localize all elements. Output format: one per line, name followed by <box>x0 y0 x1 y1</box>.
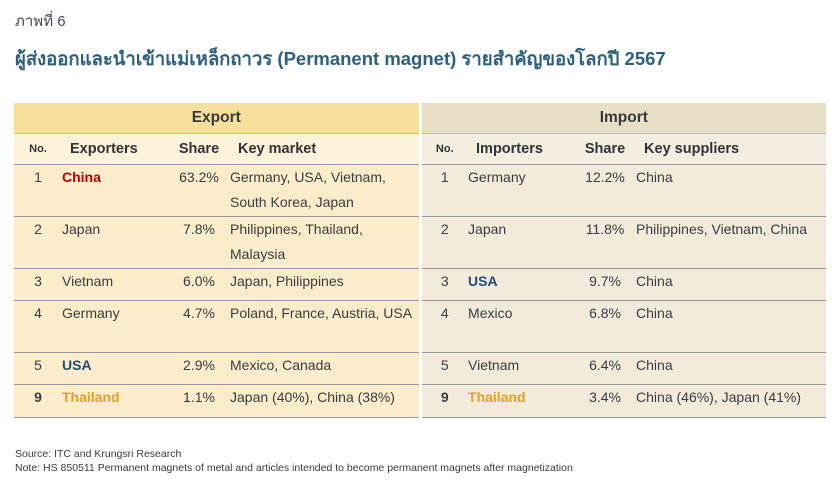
country-cell: Thailand <box>468 384 575 418</box>
key-supplier-cell: Philippines, Vietnam, China <box>636 216 827 269</box>
export-col-header-share: Share <box>168 133 230 165</box>
share-cell: 4.7% <box>168 300 230 353</box>
key-market-cell: Poland, France, Austria, USA <box>230 300 421 353</box>
import-col-header-share: Share <box>574 133 637 165</box>
import-section-header: Import <box>418 103 827 134</box>
export-section-header: Export <box>14 103 421 134</box>
share-cell: 12.2% <box>574 164 637 217</box>
rank-cell: 1 <box>418 164 469 217</box>
rank-cell: 3 <box>418 268 469 301</box>
share-cell: 7.8% <box>168 216 230 269</box>
share-cell: 2.9% <box>168 352 230 385</box>
rank-cell: 1 <box>14 164 62 217</box>
country-cell: Vietnam <box>468 352 575 385</box>
share-cell: 1.1% <box>168 384 230 418</box>
rank-cell: 5 <box>418 352 469 385</box>
key-supplier-cell: China (46%), Japan (41%) <box>636 384 827 418</box>
section-header-row: Export Import <box>14 103 827 134</box>
key-market-cell: Japan, Philippines <box>230 268 421 301</box>
export-col-header-key-market: Key market <box>230 133 421 165</box>
source-note: Source: ITC and Krungsri Research <box>15 448 182 460</box>
page-title: ผู้ส่งออกและนำเข้าแม่เหล็กถาวร (Permanen… <box>15 48 666 69</box>
share-cell: 9.7% <box>574 268 637 301</box>
share-cell: 6.0% <box>168 268 230 301</box>
import-col-header-importers: Importers <box>468 133 575 165</box>
country-cell: Mexico <box>468 300 575 353</box>
table-row-3: 3 Vietnam 6.0% Japan, Philippines 3 USA … <box>14 268 827 301</box>
rank-cell: 2 <box>14 216 62 269</box>
hs-code-note: Note: HS 850511 Permanent magnets of met… <box>15 462 573 474</box>
share-cell: 63.2% <box>168 164 230 217</box>
country-cell: China <box>62 164 168 217</box>
rank-cell: 9 <box>418 384 469 418</box>
key-market-cell: Japan (40%), China (38%) <box>230 384 421 418</box>
country-cell: USA <box>468 268 575 301</box>
share-cell: 6.4% <box>574 352 637 385</box>
key-market-cell: Germany, USA, Vietnam, South Korea, Japa… <box>230 164 421 217</box>
rank-cell: 5 <box>14 352 62 385</box>
export-col-header-no: No. <box>14 133 62 165</box>
table-row-2: 2 Japan 7.8% Philippines, Thailand, Mala… <box>14 216 827 269</box>
country-cell: Japan <box>468 216 575 269</box>
key-supplier-cell: China <box>636 164 827 217</box>
rank-cell: 4 <box>14 300 62 353</box>
country-cell: Germany <box>62 300 168 353</box>
import-col-header-key-suppliers: Key suppliers <box>636 133 827 165</box>
rank-cell: 4 <box>418 300 469 353</box>
key-market-cell: Philippines, Thailand, Malaysia <box>230 216 421 269</box>
trade-table: Export Import No. Exporters Share Key ma… <box>14 103 827 418</box>
country-cell: Germany <box>468 164 575 217</box>
key-supplier-cell: China <box>636 268 827 301</box>
table-row-9: 9 Thailand 1.1% Japan (40%), China (38%)… <box>14 384 827 418</box>
column-header-row: No. Exporters Share Key market No. Impor… <box>14 133 827 165</box>
rank-cell: 9 <box>14 384 62 418</box>
key-supplier-cell: China <box>636 300 827 353</box>
footer-notes: Source: ITC and Krungsri Research Note: … <box>15 447 573 475</box>
country-cell: Japan <box>62 216 168 269</box>
country-cell: Thailand <box>62 384 168 418</box>
share-cell: 6.8% <box>574 300 637 353</box>
export-col-header-exporters: Exporters <box>62 133 168 165</box>
share-cell: 11.8% <box>574 216 637 269</box>
table-row-1: 1 China 63.2% Germany, USA, Vietnam, Sou… <box>14 164 827 217</box>
rank-cell: 3 <box>14 268 62 301</box>
country-cell: Vietnam <box>62 268 168 301</box>
figure-label: ภาพที่ 6 <box>15 13 66 30</box>
table-row-5: 5 USA 2.9% Mexico, Canada 5 Vietnam 6.4%… <box>14 352 827 385</box>
key-market-cell: Mexico, Canada <box>230 352 421 385</box>
table-row-4: 4 Germany 4.7% Poland, France, Austria, … <box>14 300 827 353</box>
share-cell: 3.4% <box>574 384 637 418</box>
key-supplier-cell: China <box>636 352 827 385</box>
rank-cell: 2 <box>418 216 469 269</box>
import-col-header-no: No. <box>418 133 469 165</box>
country-cell: USA <box>62 352 168 385</box>
